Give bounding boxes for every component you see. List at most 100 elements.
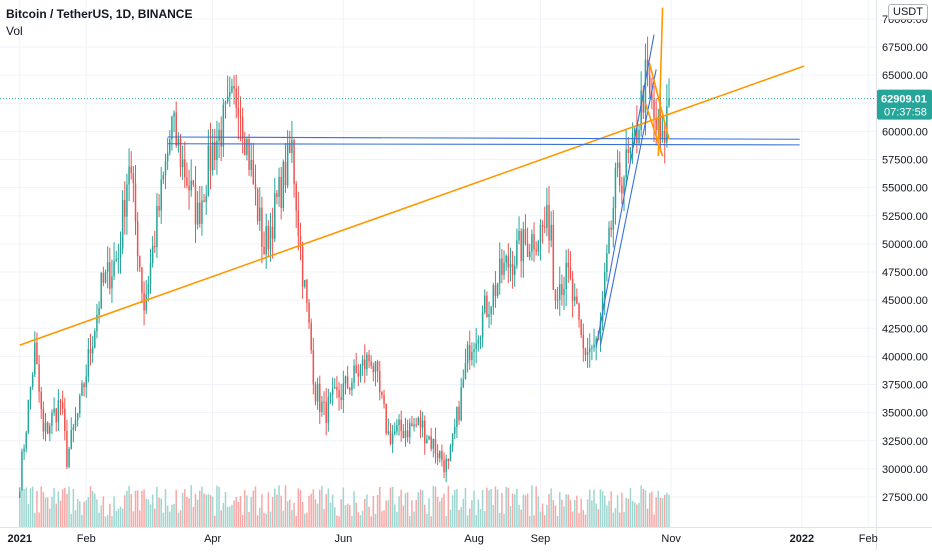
volume-bar	[417, 492, 420, 527]
candle-body	[522, 229, 525, 262]
volume-bar	[220, 510, 222, 527]
volume-bar	[284, 485, 287, 527]
x-tick-label: Jun	[334, 533, 352, 545]
volume-bar	[606, 505, 608, 527]
volume-bar	[516, 488, 518, 527]
candle-body	[513, 265, 516, 275]
volume-bar	[565, 494, 567, 527]
volume-bar	[460, 507, 462, 527]
volume-bar	[591, 500, 593, 527]
volume-bar	[659, 497, 662, 527]
candle-body	[631, 133, 634, 148]
volume-bar	[638, 502, 640, 527]
candle-body	[535, 249, 537, 252]
candle-body	[211, 142, 214, 171]
symbol-title[interactable]: Bitcoin / TetherUS, 1D, BINANCE	[6, 7, 193, 21]
candle-body	[319, 383, 321, 412]
volume-bar	[207, 494, 210, 527]
candle-body	[394, 431, 396, 434]
candle-body	[51, 412, 53, 426]
candle-body	[473, 349, 475, 353]
candle-body	[599, 320, 602, 340]
candle-body	[349, 387, 351, 391]
candle-body	[203, 200, 205, 202]
bar-countdown: 07:37:58	[884, 107, 927, 119]
candle-body	[229, 91, 231, 97]
candle-body	[666, 106, 668, 143]
candle-body	[663, 131, 666, 143]
currency-badge[interactable]: USDT	[888, 4, 928, 20]
candle-body	[139, 256, 141, 268]
volume-bar	[209, 495, 212, 527]
volume-bar	[346, 503, 349, 527]
trend-line	[644, 103, 664, 157]
volume-bar	[421, 490, 424, 527]
volume-bar	[261, 494, 263, 527]
volume-bar	[81, 515, 83, 527]
candle-body	[483, 295, 486, 313]
candle-body	[282, 161, 285, 208]
volume-bar	[308, 495, 310, 527]
volume-bar	[558, 492, 561, 527]
candle-body	[244, 138, 246, 155]
candle-body	[644, 59, 647, 113]
candle-body	[661, 131, 664, 139]
volume-bar	[351, 516, 353, 527]
volume-bar	[625, 497, 627, 527]
candle-body	[239, 116, 242, 118]
volume-bar	[398, 496, 400, 527]
candle-body	[518, 231, 520, 241]
candle-body	[72, 427, 75, 430]
candle-body	[396, 425, 398, 432]
candle-body	[173, 112, 175, 117]
volume-bar	[404, 493, 407, 527]
volume-bar	[154, 508, 156, 527]
volume-bar	[276, 494, 278, 527]
volume-bar	[119, 506, 122, 527]
candle-body	[507, 256, 510, 268]
candle-body	[261, 207, 263, 247]
volume-bar	[130, 494, 132, 527]
candle-body	[601, 297, 604, 321]
volume-bar	[117, 508, 120, 527]
candle-body	[655, 118, 657, 130]
candle-body	[196, 202, 199, 225]
volume-bar	[132, 511, 135, 527]
volume-bar	[128, 485, 130, 527]
volume-bar	[76, 498, 79, 527]
volume-bar	[563, 506, 565, 527]
volume-bar	[616, 495, 619, 527]
candle-body	[171, 116, 173, 140]
candle-body	[293, 139, 295, 184]
volume-bar	[368, 506, 370, 527]
candle-body	[235, 88, 237, 108]
candle-body	[44, 422, 47, 432]
volume-bar	[164, 488, 167, 527]
candle-body	[505, 256, 507, 263]
candle-body	[443, 460, 445, 473]
volume-bar	[299, 490, 302, 527]
volume-bar	[179, 510, 182, 527]
candle-body	[19, 491, 21, 498]
candle-body	[327, 396, 330, 423]
candle-body	[417, 417, 420, 426]
candle-body	[306, 279, 308, 303]
candle-body	[441, 451, 443, 461]
volume-label[interactable]: Vol	[6, 24, 23, 38]
volume-bar	[98, 512, 100, 527]
candle-body	[241, 117, 244, 139]
volume-bar	[111, 516, 113, 527]
candle-body	[638, 129, 640, 144]
volume-bar	[241, 514, 244, 527]
volume-bar	[31, 486, 34, 527]
volume-bar	[655, 497, 657, 527]
volume-bar	[233, 500, 235, 527]
candle-body	[376, 361, 379, 372]
volume-bar	[162, 512, 165, 527]
volume-bar	[415, 499, 417, 527]
volume-bar	[541, 503, 544, 527]
horizontal-line	[167, 136, 800, 140]
volume-bar	[106, 515, 109, 527]
